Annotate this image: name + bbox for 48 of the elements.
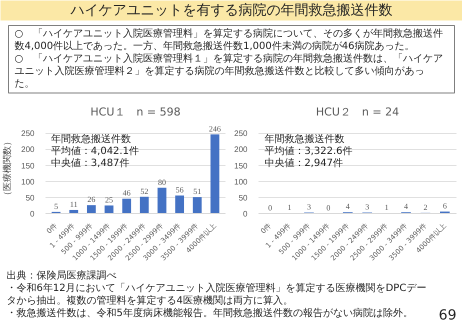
text: 69 xyxy=(438,308,457,320)
y-tick-label: 150 xyxy=(234,161,248,170)
data-label: 4 xyxy=(404,202,408,212)
annotation: 中央値：2,947件 xyxy=(264,157,343,170)
chart-title: HCU２ n = 24 xyxy=(316,106,400,118)
y-tick-label: 250 xyxy=(234,129,248,138)
annotation: 平均値：4,042.1件 xyxy=(50,145,139,158)
data-label: 0 xyxy=(326,204,330,212)
data-label: 25 xyxy=(105,195,114,204)
text: ○ 「ハイケアユニット入院医療管理料１」を算定する病院の年間救急搬送件数は、「ハイケアユニット入院医療管理料２」を算定する病院の年間救急搬送件数と比較して多い傾向があった。 xyxy=(14,52,444,90)
data-label: 51 xyxy=(193,187,202,196)
y-tick-label: 0 xyxy=(30,210,36,218)
y-tick-label: 100 xyxy=(234,177,248,186)
annotation: 平均値：3,322.6件 xyxy=(264,145,352,158)
y-tick-label: 150 xyxy=(21,161,36,170)
data-label: 3 xyxy=(365,202,370,212)
annotation: 年間救急搬送件数 xyxy=(50,133,131,146)
annotation: 年間救急搬送件数 xyxy=(264,133,344,146)
data-label: 5 xyxy=(54,202,58,211)
data-label: 246 xyxy=(208,124,221,134)
data-label: 2 xyxy=(423,202,428,212)
y-axis-title: （医療機関数） xyxy=(2,137,14,200)
data-label: 3 xyxy=(306,202,311,212)
source-note: 出典：保険局医療課調べ xyxy=(6,270,116,282)
data-label: 52 xyxy=(140,186,148,196)
y-tick-label: 0 xyxy=(243,210,248,218)
data-label: 26 xyxy=(87,195,96,204)
data-label: 4 xyxy=(346,202,350,212)
text: ・救急搬送件数は、令和5年度病床機能報告。年間救急搬送件数の報告がない病院は除外。 xyxy=(6,307,413,319)
y-tick-label: 200 xyxy=(234,145,248,154)
annotation: 中央値：3,487件 xyxy=(50,157,130,170)
chart-title: HCU１ n = 598 xyxy=(90,106,181,118)
data-label: 1 xyxy=(288,203,292,212)
data-label: 56 xyxy=(176,186,184,194)
data-label: 46 xyxy=(122,188,131,198)
y-tick-label: 100 xyxy=(21,177,36,186)
y-tick-label: 250 xyxy=(21,129,36,138)
y-tick-label: 50 xyxy=(26,193,36,202)
text: ハイケアユニットを有する病院の年間救急搬送件数 xyxy=(70,2,392,18)
text: ○ 「ハイケアユニット入院医療管理料」を算定する病院について、その多くが年間救急搬送件数4,000件以上であった。一方、年間救急搬送件数1,000件未満の病院が46病院あった。 xyxy=(14,28,444,52)
y-tick-label: 50 xyxy=(238,193,248,202)
data-label: 11 xyxy=(70,200,78,209)
data-label: 1 xyxy=(384,203,389,212)
data-label: 80 xyxy=(158,178,166,187)
data-label: 0 xyxy=(268,204,272,212)
y-tick-label: 200 xyxy=(21,145,36,154)
text: ・令和6年12月において「ハイケアユニット入院医療管理料」を算定する医療機関をDPCデータから抽出。複数の管理料を算定する4医療機関は両方に算入。 xyxy=(6,282,426,306)
data-label: 6 xyxy=(442,202,447,211)
